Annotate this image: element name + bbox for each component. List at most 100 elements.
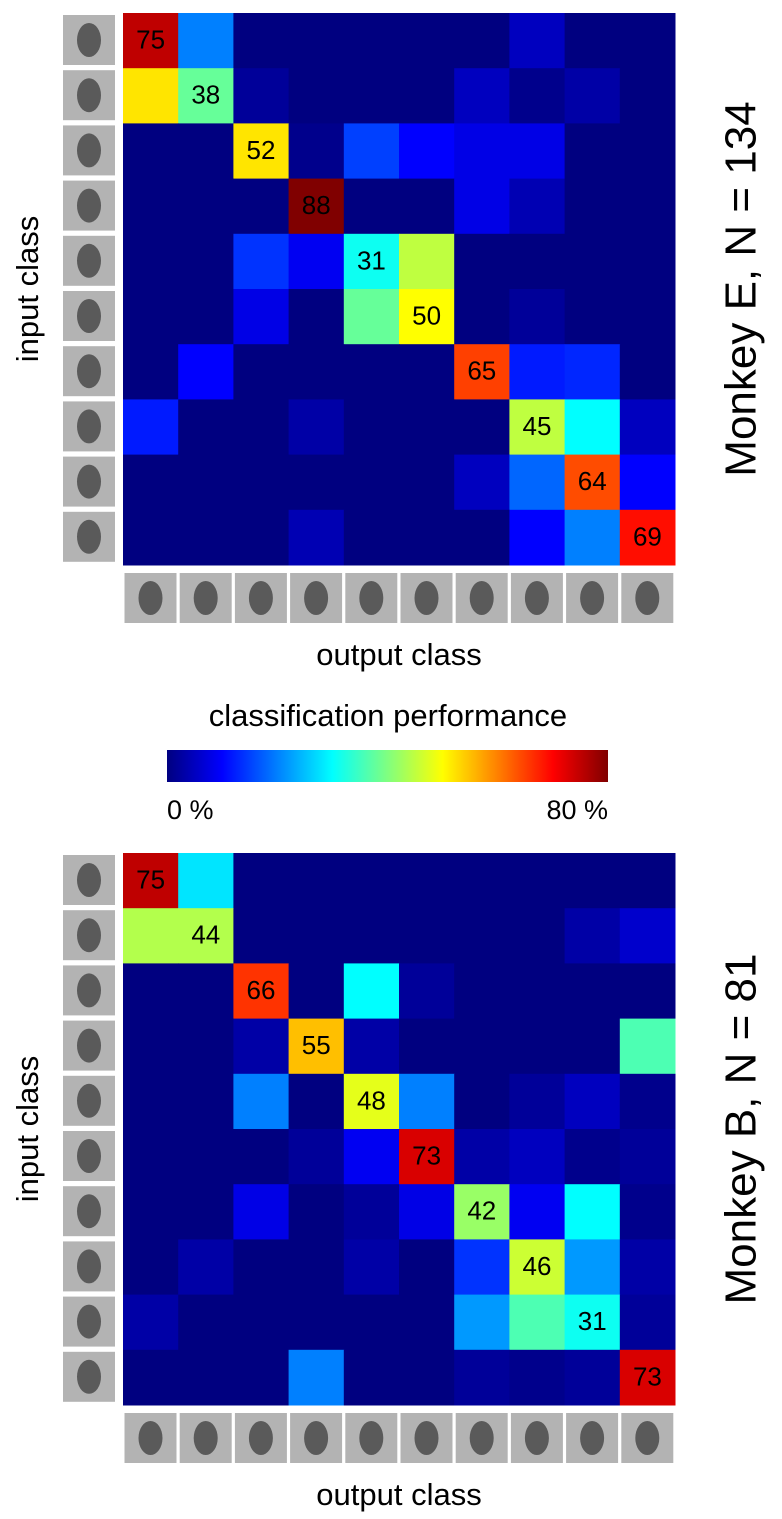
class-icon-glyph [77, 918, 101, 952]
heatmap-cell [454, 1129, 510, 1185]
heatmap-cell [178, 1184, 234, 1240]
heatmap-cell [620, 455, 676, 511]
heatmap-cell [289, 123, 345, 179]
heatmap-cell [344, 510, 400, 566]
heatmap-cell [399, 123, 455, 179]
class-icon-glyph [635, 1421, 659, 1455]
class-icon-glyph [77, 1194, 101, 1228]
colorbar-tick-label: 80 % [546, 795, 608, 825]
heatmap-cell [123, 455, 179, 511]
heatmap-cell [178, 234, 234, 290]
heatmap-cell [233, 234, 289, 290]
heatmap-cell [233, 1129, 289, 1185]
heatmap-cell [399, 1350, 455, 1406]
heatmap-cell [123, 68, 179, 124]
class-icon-glyph [415, 1421, 439, 1455]
cell-label: 44 [191, 920, 220, 950]
class-icon-glyph [139, 581, 163, 615]
class-icon-glyph [77, 973, 101, 1007]
class-icon-glyph [470, 1421, 494, 1455]
heatmap-cell [289, 1129, 345, 1185]
heatmap-cell [565, 344, 621, 400]
heatmap-cell [123, 399, 179, 455]
heatmap-cell [509, 13, 565, 69]
heatmap-cell [289, 1074, 345, 1130]
cell-label: 31 [578, 1306, 607, 1336]
class-icon-glyph [77, 23, 101, 57]
colorbar-label: classification performance [209, 698, 567, 733]
cell-label: 46 [523, 1251, 552, 1281]
heatmap-cell [509, 1019, 565, 1075]
heatmap-cell [123, 510, 179, 566]
heatmap-cell [123, 963, 179, 1019]
heatmap-cell [178, 455, 234, 511]
heatmap-cell [289, 1239, 345, 1295]
heatmap-cell [399, 344, 455, 400]
heatmap-cell [289, 455, 345, 511]
cell-label: 65 [467, 356, 496, 386]
heatmap-cell [509, 1350, 565, 1406]
class-icon-glyph [77, 465, 101, 499]
heatmap-cell [509, 963, 565, 1019]
heatmap-cell [289, 13, 345, 69]
heatmap-cell [454, 1239, 510, 1295]
heatmap-cell [565, 1239, 621, 1295]
heatmap-cell [289, 68, 345, 124]
heatmap-cell [344, 179, 400, 235]
class-icon-glyph [249, 581, 273, 615]
heatmap-cell [123, 1295, 179, 1351]
heatmap-cell [344, 123, 400, 179]
heatmap-cell [454, 1074, 510, 1130]
heatmap-cell [178, 853, 234, 909]
class-icon-glyph [77, 1360, 101, 1394]
heatmap-cell [233, 1184, 289, 1240]
heatmap-cell [344, 455, 400, 511]
heatmap-cell [399, 13, 455, 69]
class-icon-glyph [139, 1421, 163, 1455]
heatmap-cell [620, 853, 676, 909]
heatmap-cell [509, 68, 565, 124]
heatmap-cell [620, 963, 676, 1019]
heatmap-cell [344, 68, 400, 124]
class-icon-glyph [77, 78, 101, 112]
heatmap-cell [620, 123, 676, 179]
heatmap-cell [509, 1129, 565, 1185]
heatmap-cell [123, 1350, 179, 1406]
heatmap-cell [289, 853, 345, 909]
heatmap-cell [565, 179, 621, 235]
class-icon-glyph [77, 1029, 101, 1063]
heatmap-cell [344, 908, 400, 964]
heatmap-cell [344, 853, 400, 909]
heatmap-cell [620, 68, 676, 124]
heatmap-cell [620, 1074, 676, 1130]
class-icon-glyph [249, 1421, 273, 1455]
class-icon-glyph [77, 520, 101, 554]
heatmap-cell [344, 1295, 400, 1351]
heatmap-cell [289, 234, 345, 290]
heatmap-cell [620, 1295, 676, 1351]
cell-label: 42 [467, 1196, 496, 1226]
class-icon-glyph [304, 1421, 328, 1455]
heatmap-cell [289, 510, 345, 566]
heatmap-cell [233, 179, 289, 235]
heatmap-cell [289, 344, 345, 400]
heatmap-cell [233, 1295, 289, 1351]
class-icon-glyph [525, 581, 549, 615]
heatmap-cell [454, 234, 510, 290]
heatmap-cell [233, 510, 289, 566]
heatmap-cell [123, 908, 179, 964]
class-icon-glyph [77, 1249, 101, 1283]
heatmap-cell [233, 289, 289, 345]
heatmap-cell [454, 455, 510, 511]
cell-label: 45 [523, 411, 552, 441]
class-icon-glyph [194, 581, 218, 615]
heatmap-cell [565, 853, 621, 909]
heatmap-cell [123, 344, 179, 400]
heatmap-cell [289, 399, 345, 455]
heatmap-cell [565, 123, 621, 179]
heatmap-cell [509, 179, 565, 235]
class-icon-glyph [415, 581, 439, 615]
heatmap-cell [344, 399, 400, 455]
cell-label: 88 [302, 190, 331, 220]
class-icon-glyph [77, 299, 101, 333]
